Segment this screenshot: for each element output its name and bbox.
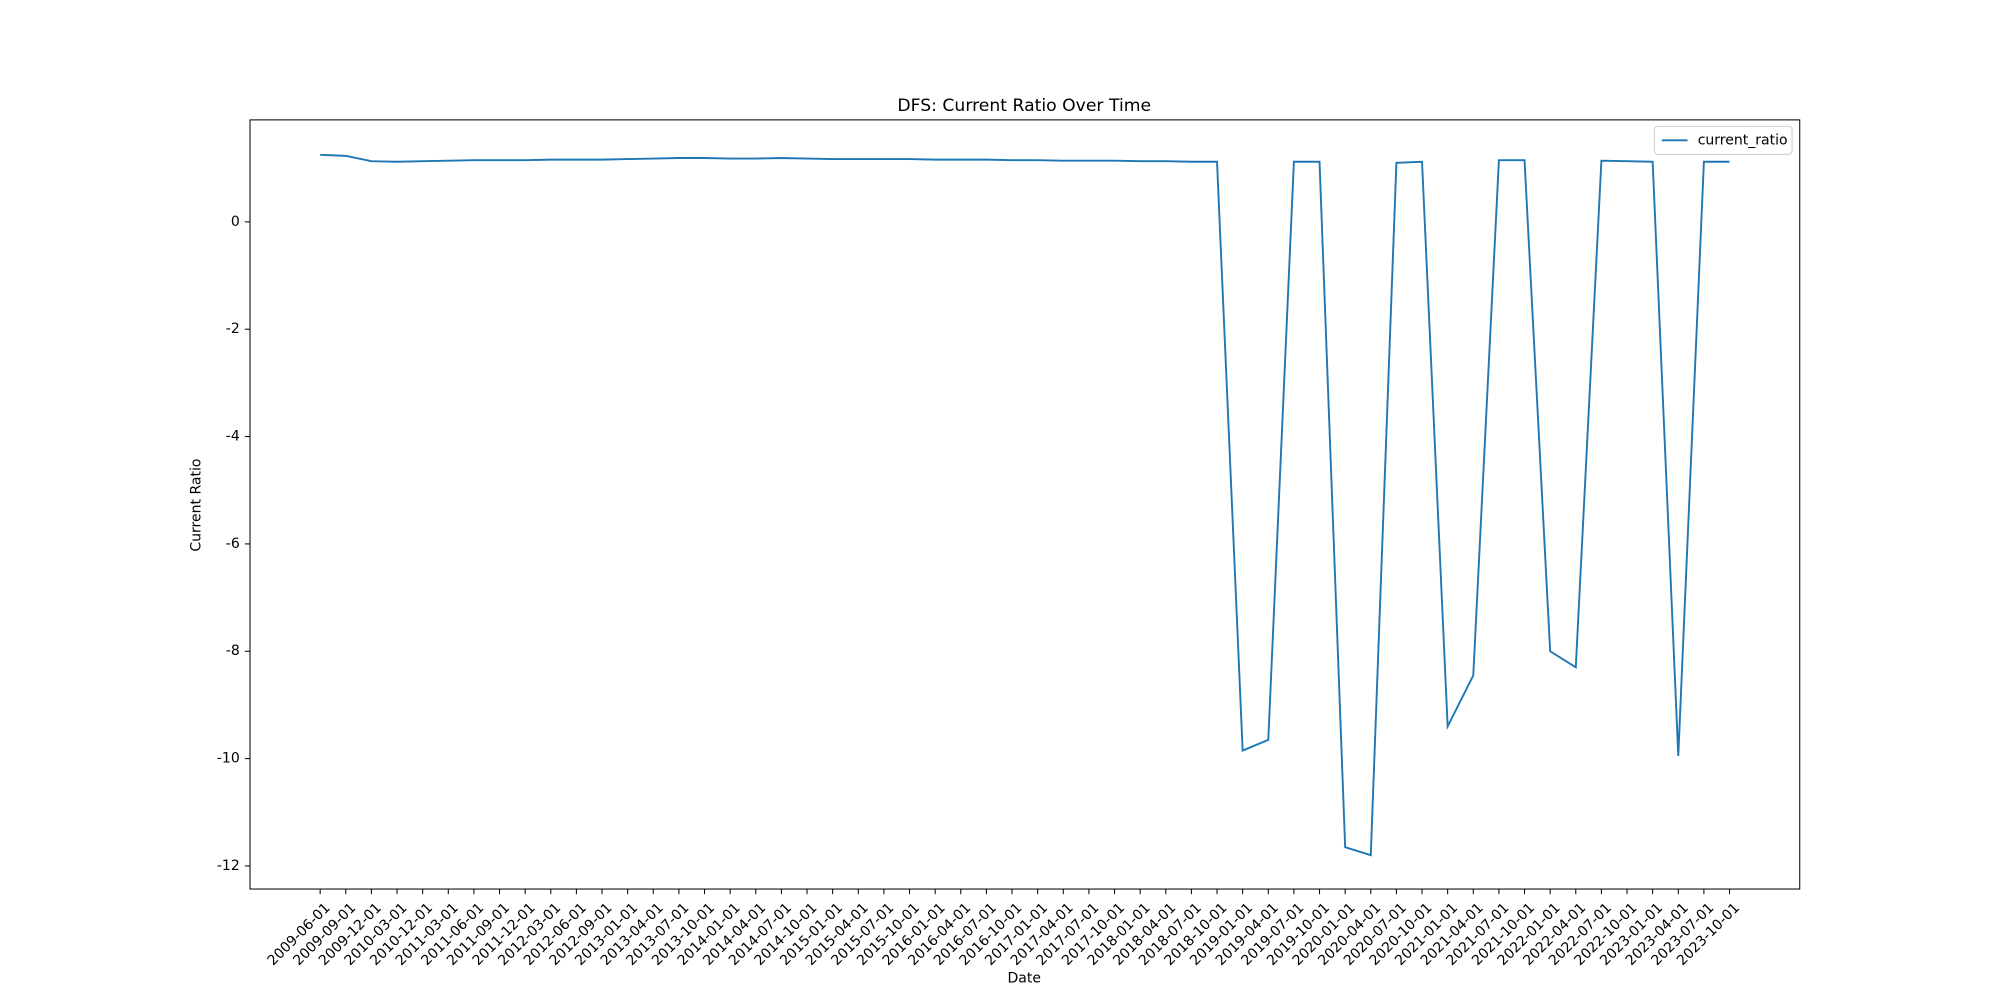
y-axis-label: Current Ratio — [188, 459, 204, 552]
y-tick-label: -2 — [226, 321, 240, 337]
x-axis-label: Date — [1007, 970, 1041, 986]
chart-title: DFS: Current Ratio Over Time — [897, 96, 1151, 116]
y-tick-label: -6 — [226, 536, 240, 552]
y-tick-label: -10 — [217, 751, 240, 767]
plot-frame — [249, 119, 1801, 890]
y-tick-label: -8 — [226, 643, 240, 659]
line-series — [320, 153, 1730, 857]
y-tick-label: 0 — [231, 214, 240, 230]
legend-box — [1653, 125, 1793, 155]
y-tick-label: -4 — [226, 429, 240, 445]
legend-label: current_ratio — [1698, 132, 1788, 148]
y-tick-label: -12 — [217, 858, 240, 874]
